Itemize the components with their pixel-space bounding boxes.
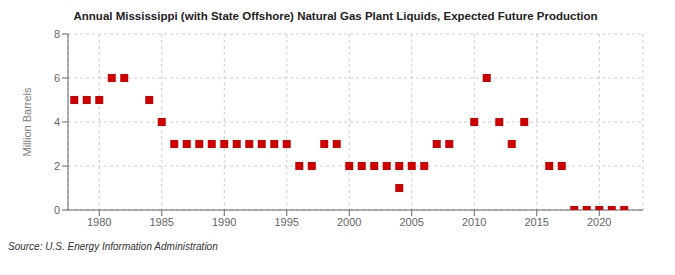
svg-text:8: 8	[54, 28, 60, 40]
html-text:Source: U.S. Energy Informatio: Source: U.S. Energy Information Administ…	[8, 241, 218, 252]
html-text:Annual Mississippi (with State: Annual Mississippi (with State Offshore)…	[73, 10, 598, 22]
svg-text:1990: 1990	[212, 216, 236, 228]
svg-text:1985: 1985	[150, 216, 174, 228]
svg-text:2020: 2020	[587, 216, 611, 228]
svg-text:4: 4	[54, 116, 60, 128]
svg-text:2000: 2000	[337, 216, 361, 228]
svg-text:1995: 1995	[275, 216, 299, 228]
svg-text:6: 6	[54, 72, 60, 84]
svg-text:2015: 2015	[525, 216, 549, 228]
svg-text:Million Barrels: Million Barrels	[21, 87, 33, 157]
svg-text:2005: 2005	[400, 216, 424, 228]
svg-text:0: 0	[54, 204, 60, 216]
svg-text:2010: 2010	[462, 216, 486, 228]
svg-text:2: 2	[54, 160, 60, 172]
svg-text:1980: 1980	[87, 216, 111, 228]
